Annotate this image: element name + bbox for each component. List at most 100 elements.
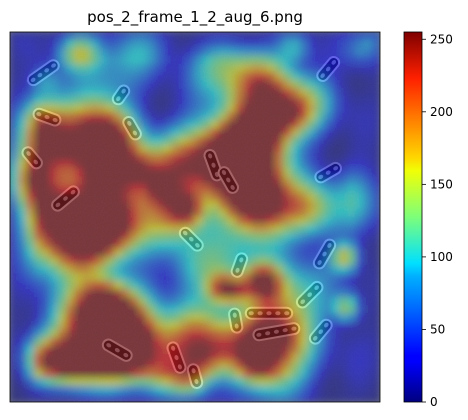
heatmap-cell	[355, 168, 365, 178]
heatmap-cell	[130, 47, 140, 57]
heatmap-cell	[202, 288, 212, 298]
heatmap-cell	[89, 32, 99, 41]
heatmap-cell	[299, 304, 309, 315]
heatmap-cell	[73, 377, 83, 387]
heatmap-cell	[218, 184, 228, 194]
heatmap-cell	[202, 369, 212, 379]
heatmap-cell	[130, 240, 140, 250]
heatmap-cell	[73, 385, 83, 395]
heatmap-cell	[81, 393, 91, 402]
heatmap-cell	[97, 304, 108, 315]
heatmap-cell	[194, 71, 204, 81]
heatmap-cell	[291, 95, 301, 105]
heatmap-cell	[114, 361, 124, 371]
heatmap-cell	[89, 47, 99, 57]
heatmap-cell	[307, 313, 317, 323]
heatmap-cell	[41, 119, 51, 130]
heatmap-cell	[89, 353, 99, 363]
heatmap-cell	[282, 39, 293, 49]
heatmap-cell	[57, 264, 67, 274]
heatmap-cell	[25, 240, 35, 250]
heatmap-cell	[178, 377, 188, 387]
heatmap-cell	[170, 103, 180, 113]
heatmap-cell	[89, 103, 99, 113]
heatmap-cell	[57, 329, 67, 339]
heatmap-cell	[170, 152, 180, 162]
heatmap-cell	[323, 280, 333, 290]
heatmap-cell	[25, 296, 35, 306]
heatmap-cell	[194, 103, 204, 113]
heatmap-cell	[355, 160, 365, 170]
heatmap-cell	[258, 152, 268, 162]
heatmap-cell	[114, 103, 124, 113]
heatmap-cell	[210, 313, 220, 323]
heatmap-cell	[307, 119, 317, 130]
heatmap-cell	[89, 79, 99, 89]
heatmap-cell	[266, 79, 276, 89]
heatmap-cell	[315, 353, 325, 363]
heatmap-cell	[162, 369, 172, 379]
heatmap-cell	[17, 71, 27, 81]
heatmap-cell	[97, 71, 108, 81]
heatmap-cell	[178, 240, 188, 250]
heatmap-cell	[49, 208, 59, 218]
heatmap-cell	[323, 47, 333, 57]
heatmap-cell	[258, 321, 268, 331]
heatmap-cell	[186, 71, 196, 81]
heatmap-cell	[242, 353, 252, 363]
heatmap-cell	[218, 256, 228, 266]
heatmap-cell	[10, 168, 19, 178]
heatmap-cell	[154, 361, 164, 371]
heatmap-cell	[17, 248, 27, 258]
heatmap-cell	[138, 55, 148, 65]
heatmap-cell	[202, 192, 212, 202]
heatmap-cell	[178, 345, 188, 355]
heatmap-cell	[323, 32, 333, 41]
heatmap-cell	[170, 321, 180, 331]
heatmap-cell	[234, 87, 244, 97]
heatmap-cell	[162, 304, 172, 315]
heatmap-cell	[282, 288, 293, 298]
heatmap-cell	[10, 296, 19, 306]
heatmap-cell	[106, 111, 116, 121]
heatmap-cell	[41, 321, 51, 331]
heatmap-cell	[65, 224, 75, 234]
heatmap-cell	[299, 111, 309, 121]
heatmap-cell	[234, 79, 244, 89]
heatmap-cell	[323, 232, 333, 242]
heatmap-cell	[218, 353, 228, 363]
heatmap-cell	[323, 353, 333, 363]
heatmap-cell	[202, 385, 212, 395]
heatmap-cell	[81, 264, 91, 274]
heatmap-cell	[41, 329, 51, 339]
heatmap-cell	[33, 216, 43, 226]
heatmap-cell	[97, 313, 108, 323]
heatmap-cell	[355, 144, 365, 154]
heatmap-cell	[178, 369, 188, 379]
heatmap-cell	[170, 47, 180, 57]
heatmap-cell	[114, 288, 124, 298]
heatmap-cell	[154, 184, 164, 194]
heatmap-cell	[25, 184, 35, 194]
heatmap-cell	[130, 345, 140, 355]
heatmap-cell	[291, 87, 301, 97]
heatmap-cell	[331, 103, 341, 113]
heatmap-cell	[186, 304, 196, 315]
heatmap-cell	[274, 176, 284, 186]
heatmap-cell	[331, 393, 341, 402]
heatmap-cell	[266, 256, 276, 266]
heatmap-cell	[49, 304, 59, 315]
heatmap-cell	[33, 47, 43, 57]
heatmap-cell	[97, 288, 108, 298]
heatmap-cell	[323, 272, 333, 282]
heatmap-cell	[81, 144, 91, 154]
heatmap-cell	[331, 119, 341, 130]
heatmap-cell	[331, 208, 341, 218]
heatmap-cell	[10, 369, 19, 379]
heatmap-cell	[258, 192, 268, 202]
heatmap-cell	[122, 385, 132, 395]
heatmap-cell	[282, 200, 293, 210]
heatmap-cell	[299, 393, 309, 402]
heatmap-cell	[371, 216, 380, 226]
heatmap-cell	[81, 369, 91, 379]
